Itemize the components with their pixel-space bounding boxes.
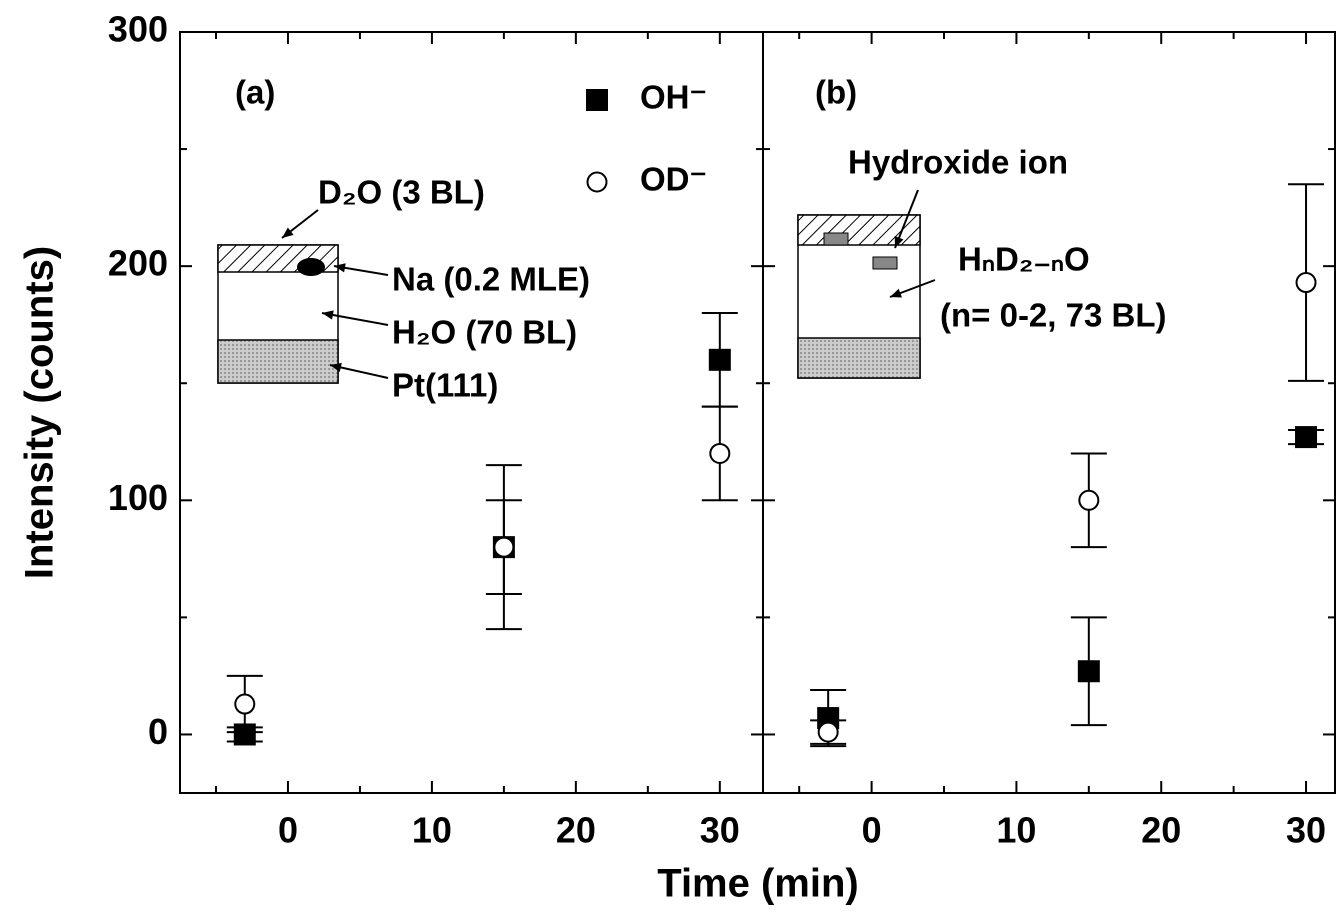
arrow-head: [282, 227, 294, 238]
y-axis-label: Intensity (counts): [18, 246, 62, 579]
legend-label: OD⁻: [640, 161, 707, 198]
x-tick-label: 30: [1286, 810, 1326, 851]
marker-square: [1077, 660, 1100, 683]
annotation: Hydroxide ion: [848, 144, 1068, 181]
arrow-head: [330, 362, 342, 372]
arrow-head: [890, 288, 902, 298]
inset-ion: [872, 256, 898, 270]
plot-frame: [179, 31, 764, 794]
annotation: (n= 0-2, 73 BL): [940, 297, 1166, 334]
inset-pt: [797, 337, 921, 379]
annotation: (b): [815, 74, 857, 111]
marker-square: [708, 348, 731, 371]
arrow: [321, 312, 389, 326]
marker-square: [233, 723, 256, 746]
annotation: Pt(111): [392, 367, 498, 404]
y-tick-label: 0: [148, 711, 168, 752]
marker-circle: [1078, 489, 1100, 511]
x-tick-label: 0: [278, 810, 298, 851]
inset-na: [297, 258, 325, 276]
plot-frame: [762, 31, 1336, 794]
annotation: H₂O (70 BL): [392, 314, 577, 351]
arrow-head: [894, 236, 904, 248]
marker-square: [1295, 426, 1318, 449]
marker-circle: [709, 442, 731, 464]
annotation: (a): [235, 74, 275, 111]
x-tick-label: 30: [700, 810, 740, 851]
annotation: HₙD₂₋ₙO: [958, 241, 1090, 278]
x-tick-label: 20: [556, 810, 596, 851]
x-tick-label: 10: [412, 810, 452, 851]
y-tick-label: 300: [108, 9, 168, 50]
annotation: D₂O (3 BL): [318, 174, 485, 211]
marker-circle: [1295, 272, 1317, 294]
inset-ion: [823, 232, 849, 246]
inset-pt: [217, 339, 339, 384]
arrow-head: [334, 263, 346, 273]
inset-d2o: [217, 244, 339, 273]
y-tick-label: 200: [108, 243, 168, 284]
legend-marker: [586, 89, 608, 111]
x-tick-label: 0: [862, 810, 882, 851]
marker-circle: [234, 693, 256, 715]
marker-circle: [817, 721, 839, 743]
legend-label: OH⁻: [640, 79, 707, 116]
x-tick-label: 20: [1141, 810, 1181, 851]
x-tick-label: 10: [996, 810, 1036, 851]
legend-marker: [586, 171, 608, 193]
y-tick-label: 100: [108, 477, 168, 518]
x-axis-label: Time (min): [657, 862, 859, 906]
marker-circle: [493, 536, 515, 558]
annotation: Na (0.2 MLE): [392, 261, 590, 298]
arrow-head: [322, 310, 334, 320]
